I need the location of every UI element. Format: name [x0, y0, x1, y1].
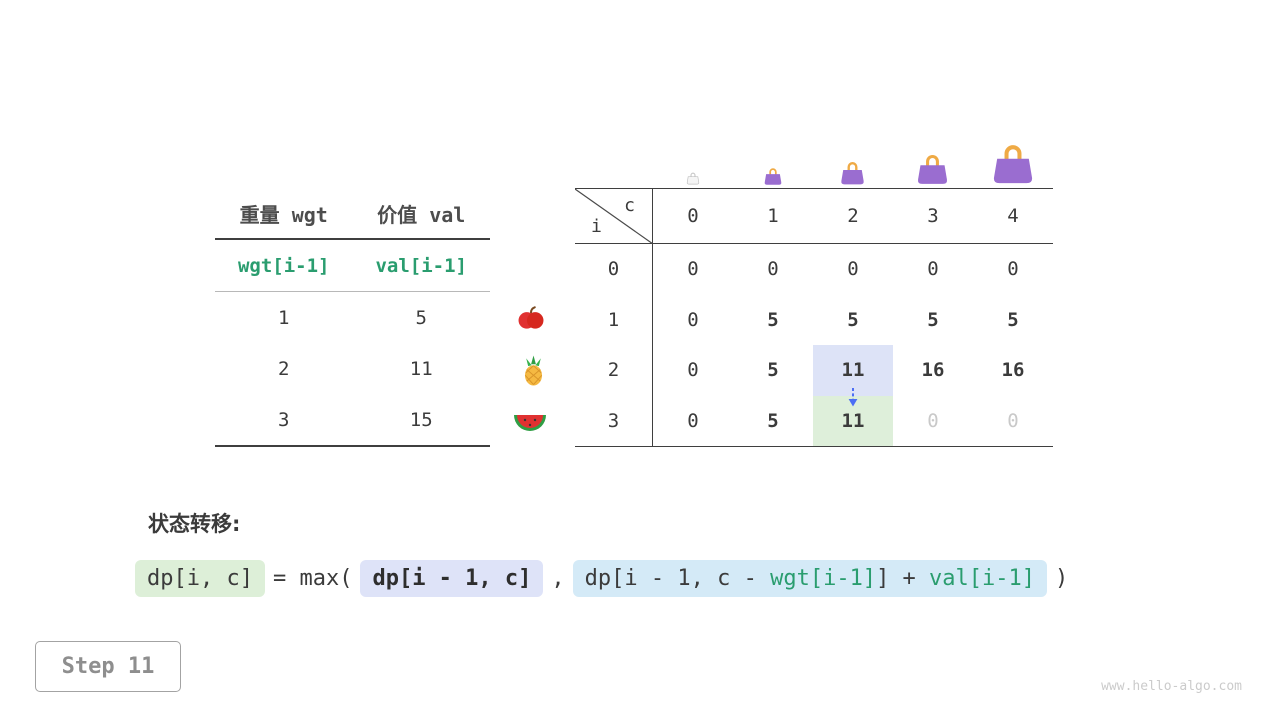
diagonal-divider	[575, 189, 653, 244]
item-weight: 2	[278, 357, 290, 380]
item-axis-label: i	[591, 216, 602, 237]
formula-take-prefix: dp[i - 1, c -	[584, 566, 771, 591]
item-value: 11	[409, 357, 433, 380]
dp-cell: 5	[847, 308, 859, 331]
dp-col-header: 3	[893, 189, 973, 244]
watermark: www.hello-algo.com	[1101, 679, 1242, 694]
formula-eq-max: = max(	[272, 566, 353, 591]
weight-value-header-row: 重量 wgt 价值 val	[215, 188, 490, 240]
formula-take-mid: ] +	[876, 566, 930, 591]
dp-col-header: 0	[653, 189, 733, 244]
formula-dp-take-chip: dp[i - 1, c - wgt[i-1]] + val[i-1]	[572, 560, 1048, 597]
dp-cell: 0	[687, 308, 699, 331]
dp-corner-cell: c i	[575, 189, 653, 244]
index-label-row: wgt[i-1] val[i-1]	[215, 240, 490, 292]
dp-row-header: 3	[575, 395, 653, 446]
item-value: 15	[409, 408, 433, 431]
formula-take-wgt: wgt[i-1]	[770, 566, 877, 591]
transfer-arrow-icon	[846, 387, 860, 407]
dp-cell: 5	[767, 308, 779, 331]
dp-col-header: 4	[973, 189, 1053, 244]
state-transition-heading: 状态转移:	[148, 512, 241, 536]
dp-cell: 5	[1007, 308, 1019, 331]
formula-dp-current-chip: dp[i, c]	[135, 560, 265, 597]
item-row: 1 5	[215, 292, 490, 343]
apple-icon	[516, 304, 546, 334]
dp-row-header: 2	[575, 345, 653, 396]
step-indicator: Step 11	[35, 641, 181, 692]
dp-cell: 0	[767, 258, 779, 281]
watermelon-icon	[512, 406, 548, 436]
bag-icon-capacity-4	[990, 140, 1036, 186]
value-column-header: 价值 val	[377, 202, 466, 227]
wgt-index-label: wgt[i-1]	[237, 254, 330, 277]
formula-take-val: val[i-1]	[929, 566, 1036, 591]
weight-column-header: 重量 wgt	[239, 202, 328, 227]
capacity-axis-label: c	[624, 195, 635, 216]
formula-close-paren: )	[1055, 566, 1069, 591]
item-value: 5	[415, 306, 427, 329]
bag-icon-capacity-3	[915, 151, 950, 186]
val-index-label: val[i-1]	[375, 254, 467, 277]
dp-row-header: 0	[575, 244, 653, 295]
dp-row-header: 1	[575, 294, 653, 345]
dp-cell: 0	[927, 258, 939, 281]
dp-cell: 5	[767, 409, 779, 432]
bag-icon-capacity-1	[763, 166, 783, 186]
dp-cell: 0	[687, 359, 699, 382]
dp-cell: 0	[687, 409, 699, 432]
dp-col-header: 1	[733, 189, 813, 244]
item-row: 2 11	[215, 343, 490, 394]
dp-cell: 0	[847, 258, 859, 281]
dp-cell: 5	[927, 308, 939, 331]
dp-table: c i 0 1 2 3 4 0 0 0 0 0 0 1 0 5 5 5 5 2 …	[575, 188, 1053, 447]
item-weight: 3	[278, 408, 290, 431]
dp-cell: 0	[1007, 258, 1019, 281]
dp-col-header: 2	[813, 189, 893, 244]
formula-comma: ,	[551, 566, 565, 591]
pineapple-icon	[518, 354, 549, 388]
dp-cell: 0	[687, 258, 699, 281]
dp-cell: 16	[1001, 359, 1025, 382]
dp-cell: 5	[767, 359, 779, 382]
bag-icon-capacity-2	[839, 159, 866, 186]
formula-dp-above-chip: dp[i - 1, c]	[360, 560, 544, 597]
dp-cell-future: 0	[1007, 409, 1019, 432]
step-label: Step 11	[61, 654, 155, 679]
dp-cell-highlight-source: 11	[813, 345, 893, 396]
transition-formula: dp[i, c] = max( dp[i - 1, c] , dp[i - 1,…	[135, 560, 1068, 597]
item-row: 3 15	[215, 394, 490, 445]
item-weight: 1	[278, 306, 290, 329]
dp-cell: 16	[921, 359, 945, 382]
weight-value-table: 重量 wgt 价值 val wgt[i-1] val[i-1] 1 5 2 11…	[215, 188, 490, 447]
dp-cell-future: 0	[927, 409, 939, 432]
bag-icon-capacity-0	[686, 171, 700, 185]
